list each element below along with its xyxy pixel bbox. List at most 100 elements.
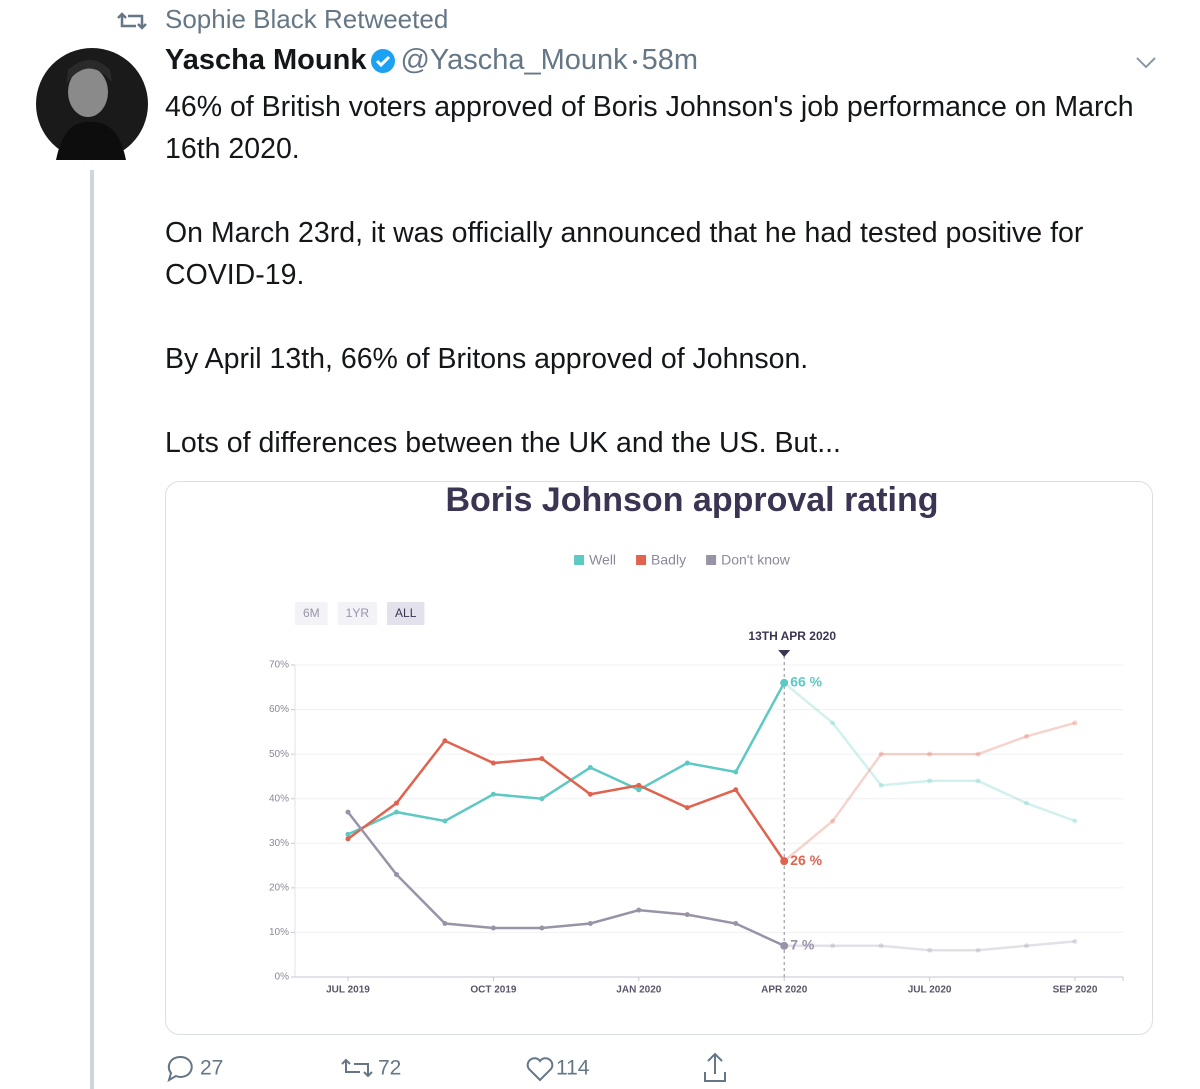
data-point [780, 857, 789, 866]
tweet-paragraph: By April 13th, 66% of Britons approved o… [165, 343, 809, 375]
retweet-icon [117, 12, 147, 30]
y-tick-label: 60% [269, 704, 289, 715]
data-point [830, 720, 836, 726]
data-point [539, 925, 545, 931]
data-point [1072, 818, 1078, 824]
author-name[interactable]: Yascha Mounk [165, 44, 367, 76]
y-tick-label: 10% [269, 927, 289, 938]
series-line [347, 682, 786, 836]
highlight-arrow [778, 650, 791, 657]
retweet-button[interactable] [341, 1058, 373, 1078]
range-button[interactable] [295, 602, 328, 625]
range-button-label: 1YR [346, 606, 370, 620]
legend-label: Badly [651, 552, 686, 568]
series-line [783, 721, 1076, 863]
data-point [442, 738, 448, 744]
data-point [539, 796, 545, 802]
tweet-paragraph: Lots of differences between the UK and t… [165, 427, 841, 459]
data-point [878, 943, 884, 949]
highlight-date: 13TH APR 2020 [748, 629, 836, 643]
data-point [830, 818, 836, 824]
data-point [442, 818, 448, 824]
range-button-label: 6M [303, 606, 320, 620]
retweet-count: 72 [378, 1057, 401, 1080]
y-tick-label: 0% [275, 972, 290, 983]
tweet-paragraph: 46% of British voters approved of Boris … [165, 91, 1134, 165]
action-bar [167, 1052, 726, 1083]
data-point [733, 787, 739, 793]
reply-count: 27 [200, 1057, 223, 1080]
data-point [684, 760, 690, 766]
data-point [587, 765, 593, 771]
share-icon[interactable] [704, 1052, 726, 1082]
like-icon[interactable] [526, 1057, 554, 1082]
range-button[interactable] [387, 602, 425, 625]
data-point [975, 778, 981, 784]
author-handle[interactable]: @Yascha_Mounk [400, 44, 628, 76]
data-point [780, 678, 789, 687]
tweet-paragraph: On March 23rd, it was officially announc… [165, 217, 1084, 291]
legend-swatch [636, 555, 647, 565]
legend-swatch [574, 555, 585, 565]
tweet-header: Yascha Mounk @Yascha_Mounk 58m [165, 44, 698, 77]
range-button-label: ALL [395, 606, 417, 620]
highlight-value-label: 66 % [790, 674, 822, 690]
y-tick-label: 70% [269, 660, 289, 671]
highlight-value-label: 7 % [790, 937, 815, 953]
data-point [733, 921, 739, 927]
like-count: 114 [556, 1057, 590, 1080]
data-point [587, 791, 593, 797]
data-point [636, 787, 642, 793]
range-button[interactable] [337, 602, 378, 625]
reply-icon[interactable] [167, 1055, 193, 1083]
data-point [393, 871, 399, 877]
data-point [636, 907, 642, 913]
data-point [1024, 943, 1030, 949]
tweet-time[interactable]: 58m [641, 44, 699, 76]
series-line [347, 739, 786, 862]
data-point [927, 947, 933, 953]
chart-title: Boris Johnson approval rating [445, 481, 938, 519]
series-line [784, 940, 1076, 952]
retweeted-by: Sophie Black Retweeted [165, 4, 449, 34]
data-point [345, 831, 351, 837]
legend-swatch [706, 555, 717, 565]
y-tick-label: 30% [269, 838, 289, 849]
data-point [975, 751, 981, 757]
y-tick-label: 40% [269, 793, 289, 804]
data-point [927, 751, 933, 757]
legend-label: Well [589, 552, 616, 568]
data-point [539, 756, 545, 762]
data-point [780, 941, 789, 950]
data-point [878, 782, 884, 788]
data-point [927, 778, 933, 784]
avatar [36, 48, 148, 160]
data-point [345, 809, 351, 815]
series-line [783, 681, 1076, 823]
separator-dot [632, 59, 637, 64]
data-point [830, 943, 836, 949]
data-point [490, 760, 496, 766]
x-tick-label: JAN 2020 [616, 985, 661, 996]
x-tick-label: SEP 2020 [1053, 985, 1098, 996]
data-point [393, 809, 399, 815]
data-point [345, 836, 351, 842]
data-point [490, 791, 496, 797]
y-tick-label: 50% [269, 749, 289, 760]
data-point [1024, 800, 1030, 806]
tweet-text: 46% of British voters approved of Boris … [165, 86, 1150, 506]
data-point [1072, 938, 1078, 944]
chevron[interactable] [1136, 57, 1156, 69]
data-point [684, 805, 690, 811]
x-tick-label: OCT 2019 [470, 985, 517, 996]
data-point [587, 921, 593, 927]
data-point [636, 782, 642, 788]
data-point [393, 800, 399, 806]
highlight-value-label: 26 % [790, 852, 822, 868]
verified-badge [371, 48, 396, 73]
y-tick-label: 20% [269, 882, 289, 893]
x-tick-label: JUL 2020 [908, 985, 952, 996]
chart: Boris Johnson approval rating 6M 1YR ALL We… [269, 481, 1124, 996]
